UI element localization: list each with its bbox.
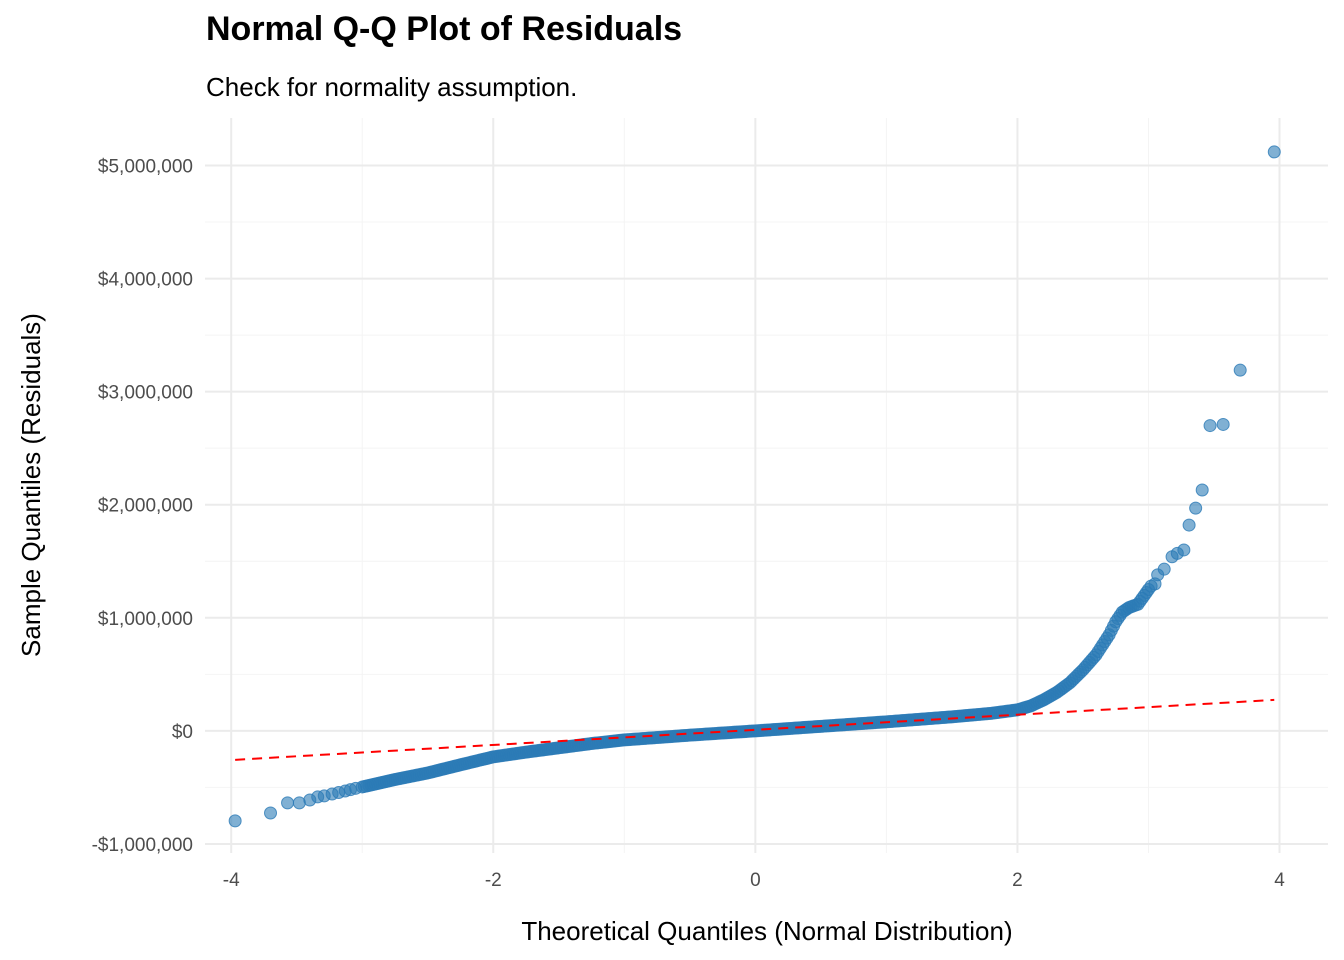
y-tick-label: $5,000,000: [98, 156, 193, 177]
reference-line-group: [235, 698, 1275, 761]
y-tick-label: $3,000,000: [98, 383, 193, 404]
data-point: [1216, 417, 1230, 431]
x-tick-label: -4: [223, 870, 240, 891]
y-tick-label: $2,000,000: [98, 496, 193, 517]
x-tick-label: 4: [1274, 870, 1285, 891]
x-tick-label: 0: [750, 870, 761, 891]
data-point: [1189, 501, 1203, 515]
data-point: [264, 806, 278, 820]
y-tick-label: $0: [172, 722, 193, 743]
data-point: [1267, 145, 1281, 159]
x-tick-label: 2: [1012, 870, 1023, 891]
data-point: [1203, 419, 1217, 433]
data-points: [228, 145, 1281, 828]
x-axis-ticks: -4 -2 0 2 4: [223, 870, 1285, 891]
reference-line: [235, 698, 1275, 761]
y-axis-title: Sample Quantiles (Residuals): [16, 313, 46, 657]
y-axis-ticks: -$1,000,000 $0 $1,000,000 $2,000,000 $3,000,…: [92, 156, 193, 855]
y-tick-label: $1,000,000: [98, 609, 193, 630]
x-axis-title: Theoretical Quantiles (Normal Distributi…: [521, 916, 1012, 946]
data-point: [281, 796, 295, 810]
grid-lines: [205, 118, 1328, 853]
chart-title: Normal Q-Q Plot of Residuals: [206, 10, 683, 48]
y-tick-label: $4,000,000: [98, 270, 193, 291]
data-point: [228, 814, 242, 828]
x-tick-label: -2: [485, 870, 502, 891]
data-point: [1233, 363, 1247, 377]
data-point: [1195, 483, 1209, 497]
data-point: [1177, 543, 1191, 557]
y-tick-label: -$1,000,000: [92, 835, 193, 856]
data-point: [1157, 562, 1171, 576]
chart-subtitle: Check for normality assumption.: [206, 72, 578, 102]
data-point: [1182, 518, 1196, 532]
